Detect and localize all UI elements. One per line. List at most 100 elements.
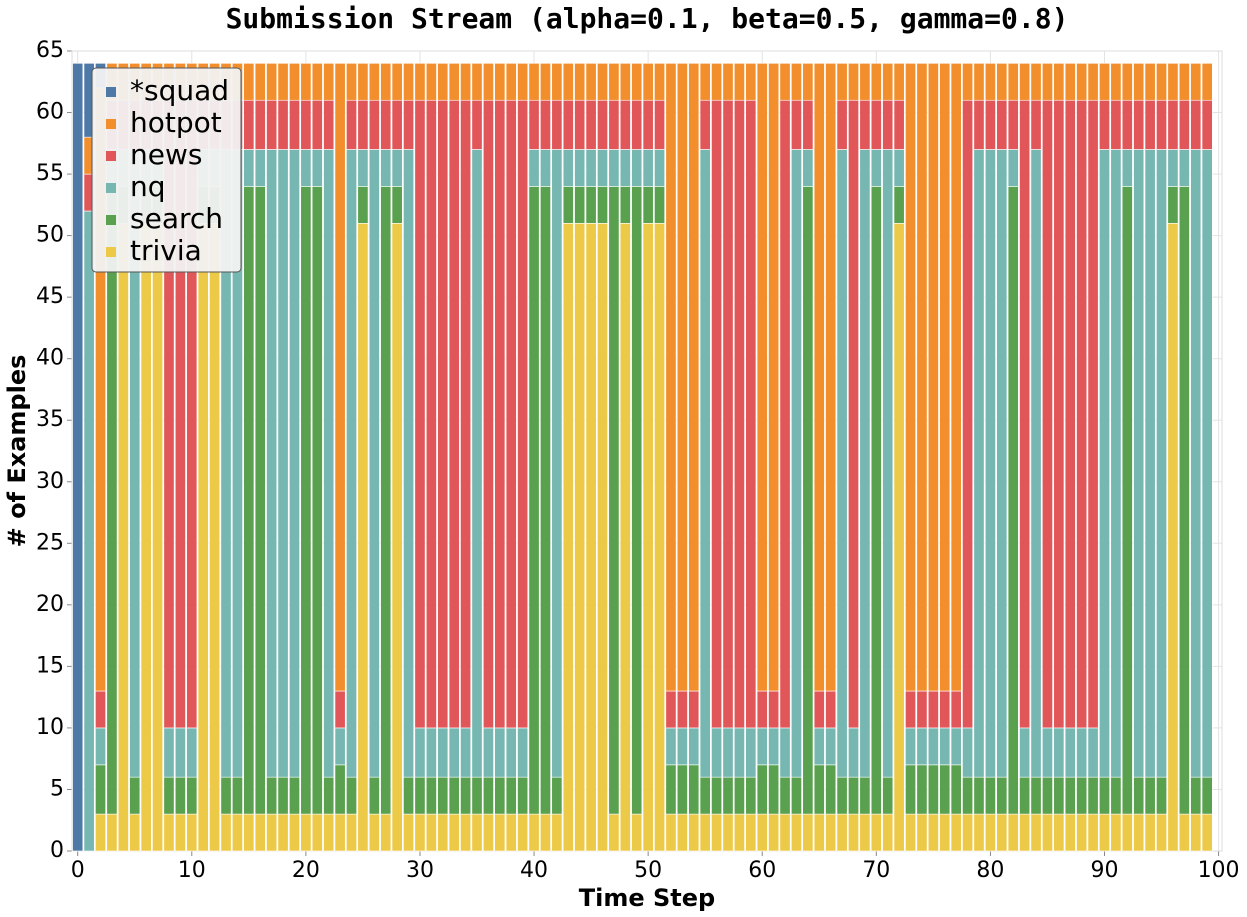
bar-segment (1053, 63, 1065, 101)
bar-segment (711, 63, 723, 101)
bar-segment (540, 186, 551, 815)
legend-swatch (106, 215, 116, 225)
bar-segment (505, 99, 517, 729)
bar-segment (346, 776, 357, 815)
bar-segment (1133, 776, 1145, 815)
bar-segment (1178, 63, 1190, 101)
legend-label: search (130, 202, 223, 235)
bar-segment (1178, 186, 1190, 815)
bar-segment (791, 813, 802, 852)
bar-segment (916, 813, 928, 852)
bar-segment (813, 764, 825, 815)
bar-segment (756, 727, 768, 766)
bar-segment (859, 776, 871, 815)
bar-segment (357, 186, 369, 224)
bar-segment (1110, 63, 1122, 101)
bar-segment (1076, 813, 1088, 852)
bar-segment (791, 776, 802, 815)
bar-segment (905, 63, 916, 692)
y-tick-label: 15 (36, 653, 64, 678)
bar-segment (471, 99, 483, 150)
bar-segment (927, 727, 939, 766)
bar-segment (1053, 99, 1065, 729)
bar-segment (1007, 186, 1019, 815)
x-tick-label: 40 (520, 858, 548, 883)
legend-swatch (106, 119, 116, 129)
bar-segment (528, 63, 540, 101)
bar-segment (300, 99, 312, 150)
bar-segment (882, 776, 894, 815)
bar-segment (1007, 99, 1019, 150)
legend-swatch (106, 247, 116, 257)
bar-segment (574, 63, 586, 101)
bar-segment (1087, 813, 1099, 852)
legend-box (91, 67, 242, 273)
x-tick-label: 50 (634, 858, 662, 883)
bar-segment (174, 813, 186, 852)
bar-segment (562, 63, 574, 101)
bar-segment (813, 727, 825, 766)
bar-segment (95, 690, 106, 729)
bar-segment (631, 63, 643, 101)
bar-segment (551, 813, 563, 852)
bar-segment (676, 727, 688, 766)
bar-segment (1144, 99, 1156, 150)
bar-segment (916, 63, 928, 692)
y-tick-label: 65 (36, 38, 64, 63)
bar-segment (597, 149, 608, 187)
bar-segment (95, 727, 106, 766)
bar-segment (186, 776, 198, 815)
bar-segment (414, 63, 426, 101)
y-tick-label: 5 (50, 776, 64, 801)
bar-segment (494, 727, 506, 778)
bar-segment (699, 63, 711, 101)
bar-segment (505, 813, 517, 852)
bar-segment (984, 149, 996, 778)
bar-segment (1030, 776, 1042, 815)
bar-segment (836, 99, 848, 150)
bar-segment (517, 99, 529, 729)
bar-segment (779, 813, 791, 852)
y-axis-label: # of Examples (3, 355, 31, 548)
bar-segment (277, 149, 289, 778)
bar-segment (174, 727, 186, 778)
x-tick-label: 10 (178, 858, 206, 883)
bar-segment (1019, 813, 1031, 852)
bar-segment (699, 149, 711, 778)
bar-segment (289, 776, 300, 815)
chart-title: Submission Stream (alpha=0.1, beta=0.5, … (226, 2, 1069, 35)
bar-segment (277, 776, 289, 815)
y-tick-label: 25 (36, 530, 64, 555)
bar-segment (266, 63, 278, 101)
bar-segment (1121, 186, 1133, 815)
bar-segment (460, 813, 472, 852)
bar-segment (1121, 149, 1133, 187)
bar-segment (1087, 99, 1099, 729)
bar-segment (1064, 776, 1076, 815)
bar-segment (950, 63, 962, 692)
bar-segment (813, 63, 825, 692)
bar-segment (186, 813, 198, 852)
bar-segment (505, 776, 517, 815)
bar-segment (380, 186, 392, 815)
bar-segment (962, 99, 974, 729)
bar-segment (699, 99, 711, 150)
bar-segment (437, 727, 449, 778)
bar-segment (1019, 776, 1031, 815)
bar-segment (984, 813, 996, 852)
bar-segment (619, 223, 631, 852)
bar-segment (1133, 63, 1145, 101)
bar-segment (482, 99, 494, 729)
bar-segment (311, 149, 323, 187)
bar-segment (927, 63, 939, 692)
bar-segment (1030, 63, 1042, 101)
bar-segment (323, 813, 335, 852)
bar-segment (962, 813, 974, 852)
bar-segment (722, 776, 734, 815)
x-tick-label: 0 (71, 858, 85, 883)
bar-segment (654, 186, 665, 224)
legend-label: hotpot (130, 106, 222, 139)
bar-segment (1064, 813, 1076, 852)
bar-segment (996, 149, 1008, 778)
bar-segment (391, 149, 403, 187)
